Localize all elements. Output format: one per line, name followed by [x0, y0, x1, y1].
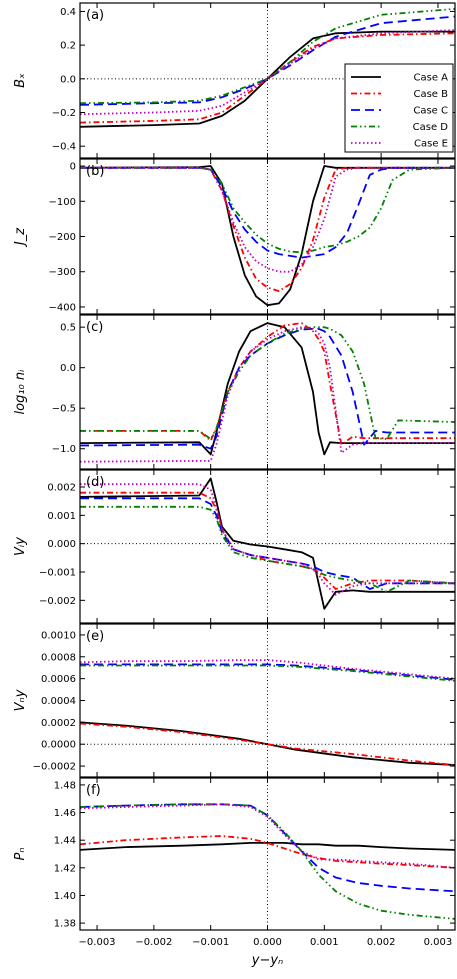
y-tick-label: −0.0002: [33, 762, 76, 773]
legend-label: Case A: [414, 73, 449, 84]
x-tick-label: −0.003: [79, 937, 116, 948]
legend: Case A Case B Case C Case D Case E: [344, 63, 454, 153]
y-tick-label: −0.2: [52, 108, 76, 119]
series-line-case-b: [80, 166, 455, 293]
panel-a: −0.4 −0.2 0.0 0.2 0.4 (a) Bₓ: [13, 2, 456, 159]
x-tick-label: 0.001: [310, 937, 339, 948]
series-line-case-e: [80, 483, 455, 596]
panel-label: (d): [86, 475, 104, 490]
series-line-case-a: [80, 165, 455, 307]
y-axis-label: J_z: [13, 227, 28, 248]
y-tick-label: 0.000: [47, 539, 76, 550]
y-axis-label: Vᵢy: [13, 537, 28, 556]
series-line-case-d: [80, 803, 455, 920]
y-tick-label: −300: [49, 267, 76, 278]
y-tick-label: −200: [49, 232, 76, 243]
panel-c: 0.5 0.0 −0.5 −1.0 (c) log₁₀ nᵢ: [13, 314, 456, 470]
y-tick-label: 0.0000: [41, 740, 76, 751]
panel-label: (a): [86, 8, 104, 23]
panel-label: (b): [86, 164, 104, 179]
series-line-case-d: [80, 664, 455, 682]
y-axis-label: Bₓ: [13, 73, 28, 88]
series-line-case-b: [80, 835, 455, 869]
y-tick-label: 0.5: [60, 323, 76, 334]
x-axis-label: y−yₙ: [251, 953, 283, 968]
legend-label: Case D: [413, 122, 449, 133]
x-tick-label: 0.003: [424, 937, 453, 948]
panel-label: (e): [86, 629, 104, 644]
series-line-case-a: [80, 842, 455, 851]
y-tick-label: 0.0002: [41, 718, 76, 729]
legend-label: Case C: [413, 106, 448, 117]
series-line-case-c: [80, 166, 455, 259]
y-tick-label: 1.38: [54, 919, 76, 930]
y-tick-label: 0.0010: [41, 630, 76, 641]
y-tick-label: 0.002: [47, 483, 76, 494]
y-tick-label: −1.0: [52, 444, 76, 455]
y-tick-label: 0.0006: [41, 674, 76, 685]
series-line-case-a: [80, 721, 455, 766]
y-tick-label: −400: [49, 302, 76, 313]
series-line-case-d: [80, 166, 455, 254]
panel-d: 0.002 0.001 0.000 −0.001 −0.002 (d) Vᵢy: [13, 469, 456, 624]
panel-b: 0 −100 −200 −300 −400 (b) J_z: [13, 158, 456, 315]
y-tick-label: −0.002: [39, 596, 76, 607]
y-tick-label: 0.001: [47, 511, 76, 522]
series-line-case-e: [80, 29, 455, 116]
series-line-case-e: [80, 326, 455, 463]
y-axis-label: log₁₀ nᵢ: [13, 369, 28, 415]
series-line-case-d: [80, 326, 455, 440]
y-tick-label: 0.0008: [41, 652, 76, 663]
x-tick-label: 0.000: [253, 937, 282, 948]
y-tick-label: 1.42: [54, 863, 76, 874]
series-line-case-e: [80, 166, 455, 273]
y-tick-label: 0.2: [60, 41, 76, 52]
series-line-case-b: [80, 722, 455, 766]
y-tick-label: 1.46: [54, 808, 76, 819]
y-axis-label: Pₙ: [13, 847, 28, 860]
x-tick-label: −0.001: [192, 937, 229, 948]
series-line-case-c: [80, 15, 455, 106]
legend-box: [344, 63, 454, 153]
series-line-case-d: [80, 8, 455, 105]
y-tick-label: −0.5: [52, 404, 76, 415]
series-line-case-e: [80, 803, 455, 869]
panel-e: 0.0010 0.0008 0.0006 0.0004 0.0002 0.0000 −0.0…: [13, 623, 456, 778]
legend-label: Case E: [414, 139, 448, 150]
y-tick-label: 0.0004: [41, 696, 76, 707]
y-tick-label: 1.40: [54, 891, 76, 902]
panel-label: (f): [86, 783, 101, 798]
series-line-case-c: [80, 803, 455, 893]
y-tick-label: −100: [49, 197, 76, 208]
series-line-case-b: [80, 32, 455, 124]
y-tick-label: 1.48: [54, 780, 76, 791]
legend-label: Case B: [413, 89, 448, 100]
x-tick-label: −0.002: [135, 937, 172, 948]
y-tick-label: 0.0: [60, 363, 76, 374]
series-line-case-e: [80, 659, 455, 680]
axes-frame: [79, 777, 456, 931]
y-tick-label: −0.4: [52, 142, 76, 153]
series-line-case-b: [80, 322, 455, 446]
y-tick-label: 0.0: [60, 74, 76, 85]
y-axis-label: Vₙy: [13, 689, 28, 711]
series-line-case-c: [80, 663, 455, 681]
series-line-case-c: [80, 497, 455, 590]
series-line-case-c: [80, 327, 455, 450]
panel-label: (c): [86, 320, 103, 335]
x-tick-label: 0.002: [367, 937, 396, 948]
y-tick-label: 0.4: [60, 7, 76, 18]
series-line-case-a: [80, 477, 455, 610]
y-tick-label: −0.001: [39, 568, 76, 579]
panel-f: 1.48 1.46 1.44 1.42 1.40 1.38 (f) Pₙ: [13, 777, 456, 931]
y-tick-label: 0: [70, 162, 76, 173]
y-tick-label: 1.44: [54, 836, 76, 847]
